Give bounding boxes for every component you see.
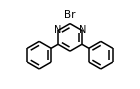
Text: N: N bbox=[54, 25, 61, 35]
Text: N: N bbox=[79, 25, 86, 35]
Text: Br: Br bbox=[64, 10, 76, 20]
